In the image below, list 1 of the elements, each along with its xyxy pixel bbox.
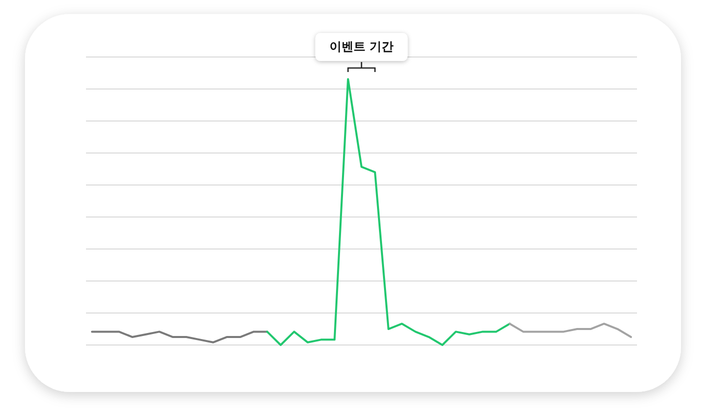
text: 이벤트 기간 — [329, 39, 394, 54]
